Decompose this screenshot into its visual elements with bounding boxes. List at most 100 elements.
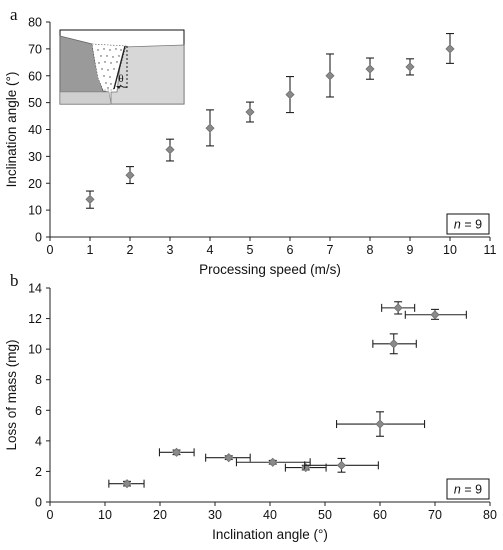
data-point [165, 145, 175, 155]
y-tick-label: 30 [28, 150, 42, 164]
x-tick-label: 70 [428, 508, 442, 522]
stipple-dot [115, 48, 117, 50]
y-tick-label: 0 [35, 496, 42, 510]
x-tick-label: 9 [407, 243, 414, 257]
x-tick-label: 6 [287, 243, 294, 257]
data-point [125, 170, 135, 180]
stipple-dot [113, 68, 115, 70]
data-point [245, 107, 255, 117]
stipple-dot [101, 68, 103, 70]
stipple-dot [110, 83, 112, 85]
x-tick-label: 11 [484, 243, 497, 257]
stipple-dot [109, 49, 111, 51]
y-tick-label: 6 [35, 404, 42, 418]
y-tick-label: 12 [28, 312, 42, 326]
x-tick-label: 7 [327, 243, 334, 257]
x-tick-label: 8 [367, 243, 374, 257]
x-tick-label: 20 [153, 508, 167, 522]
x-axis-title: Inclination angle (°) [212, 527, 328, 542]
data-point [268, 457, 278, 467]
stipple-dot [103, 75, 105, 77]
y-tick-label: 20 [28, 177, 42, 191]
x-tick-label: 80 [483, 508, 497, 522]
y-tick-label: 14 [28, 282, 42, 296]
stipple-dot [104, 61, 106, 63]
y-tick-label: 8 [35, 373, 42, 387]
material-base [59, 91, 112, 105]
y-tick-label: 0 [35, 231, 42, 245]
data-point [445, 44, 455, 54]
stipple-dot [120, 49, 122, 51]
sample-size-symbol: n [454, 218, 461, 232]
stipple-dot [112, 56, 114, 58]
x-tick-label: 10 [443, 243, 457, 257]
x-tick-label: 0 [47, 243, 54, 257]
kerf-region [91, 43, 127, 91]
x-tick-label: 10 [98, 508, 112, 522]
y-tick-label: 80 [28, 16, 42, 30]
angle-arrowhead [116, 86, 121, 89]
panel-label: a [10, 5, 18, 24]
data-point [285, 89, 295, 100]
panel-b: b 0 10 20 30 40 50 60 70 80 0 2 4 6 8 10 12 14 Inclination… [4, 271, 497, 542]
x-tick-label: 2 [127, 243, 134, 257]
y-tick-label: 4 [35, 434, 42, 448]
data-point [430, 310, 440, 320]
data-point [336, 460, 347, 470]
x-axis-title: Processing speed (m/s) [199, 262, 341, 277]
data-point [224, 453, 234, 463]
y-axis-title: Inclination angle (°) [4, 72, 19, 188]
x-tick-label: 4 [207, 243, 214, 257]
stipple-dot [110, 62, 112, 64]
data-point [405, 62, 415, 72]
stipple-dot [116, 61, 118, 63]
inset-diagram: θ [59, 29, 185, 105]
data-point [171, 447, 182, 457]
stipple-dot [109, 76, 111, 78]
x-tick-label: 60 [373, 508, 387, 522]
y-tick-label: 2 [35, 465, 42, 479]
stipple-dot [106, 55, 108, 57]
stipple-dot [107, 69, 109, 71]
data-point [122, 479, 132, 489]
x-tick-label: 30 [208, 508, 222, 522]
stipple-dot [98, 62, 100, 64]
stipple-dot [97, 49, 99, 51]
data-point [393, 303, 403, 313]
y-tick-label: 50 [28, 96, 42, 110]
sample-size-label: n = 9 [454, 483, 482, 497]
stipple-dot [118, 55, 120, 57]
data-point [389, 339, 399, 349]
x-tick-label: 3 [167, 243, 174, 257]
data-point [325, 71, 335, 81]
x-tick-label: 40 [263, 508, 277, 522]
y-tick-label: 60 [28, 69, 42, 83]
stipple-dot [107, 87, 109, 89]
sample-size-value: = 9 [461, 483, 482, 497]
data-point [365, 64, 375, 74]
angle-arc [119, 84, 128, 88]
data-point [375, 419, 385, 429]
sample-size-box [446, 213, 490, 235]
y-tick-label: 70 [28, 42, 42, 56]
sample-size-label: n = 9 [454, 218, 482, 232]
x-tick-label: 1 [87, 243, 94, 257]
panel-a: a 0 1 2 3 4 5 6 7 8 9 10 11 0 10 20 30 40 50 60 70 80 Processi… [4, 5, 497, 277]
stipple-dot [105, 82, 107, 84]
x-tick-label: 50 [318, 508, 332, 522]
sample-size-value: = 9 [461, 218, 482, 232]
sample-size-symbol: n [454, 483, 461, 497]
sample-size-box [446, 478, 490, 500]
y-tick-label: 10 [28, 204, 42, 218]
data-point [85, 194, 95, 204]
x-tick-label: 0 [47, 508, 54, 522]
panel-label: b [10, 271, 19, 290]
x-tick-label: 5 [247, 243, 254, 257]
inclined-edge [113, 45, 126, 90]
data-point [205, 123, 215, 133]
y-axis-title: Loss of mass (mg) [4, 339, 19, 450]
stipple-dot [100, 55, 102, 57]
y-tick-label: 40 [28, 123, 42, 137]
theta-label: θ [118, 73, 123, 85]
